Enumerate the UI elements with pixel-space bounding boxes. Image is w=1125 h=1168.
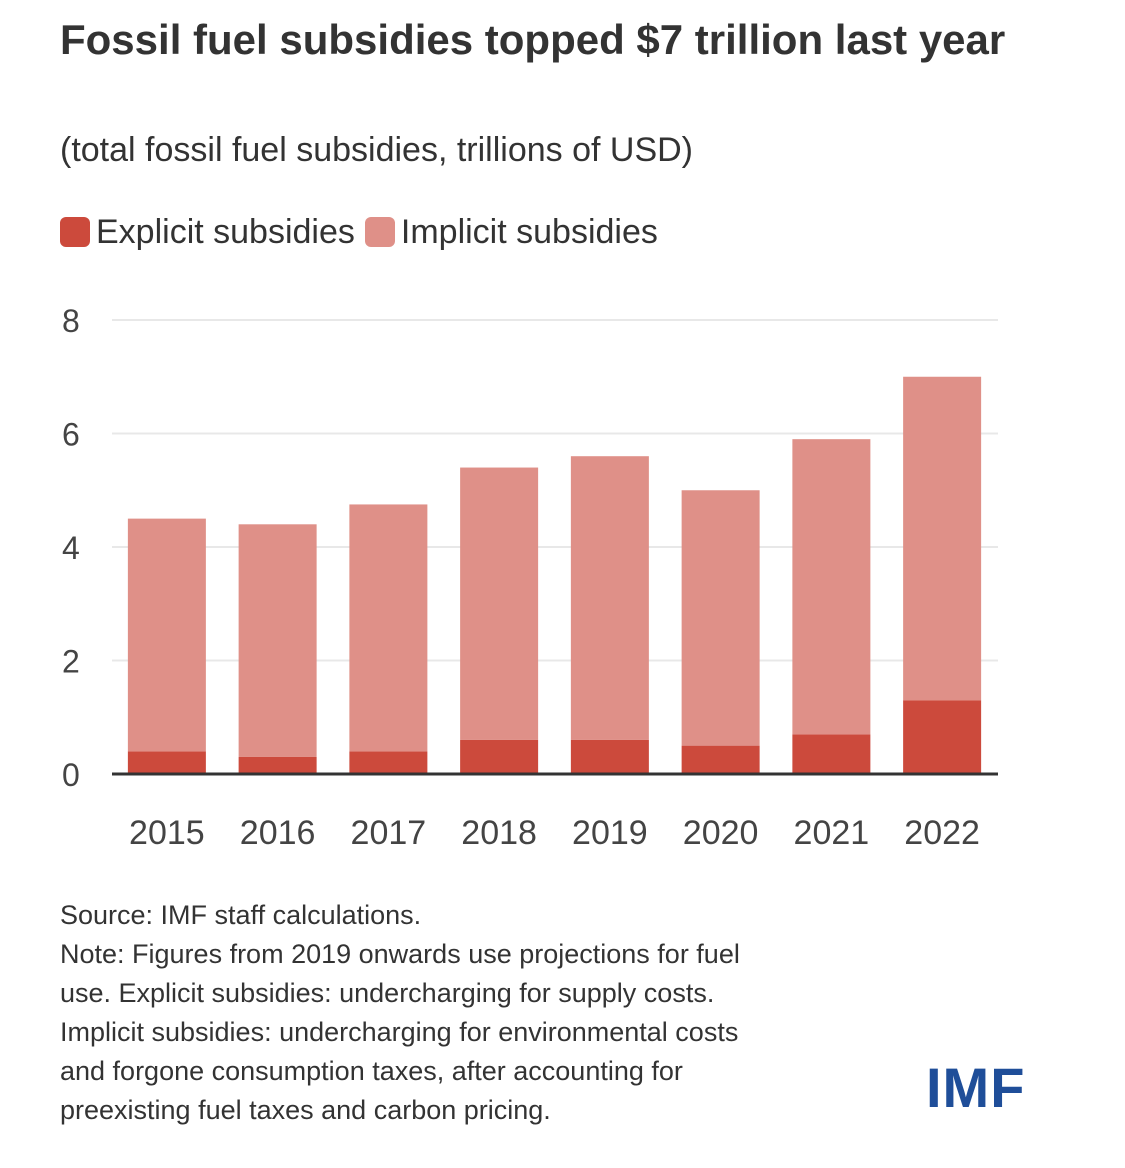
bar-explicit <box>127 751 206 774</box>
legend-label-implicit: Implicit subsidies <box>400 212 658 251</box>
x-tick-label: 2018 <box>461 814 537 852</box>
x-tick-label: 2016 <box>240 814 316 852</box>
x-tick-label: 2022 <box>904 814 980 852</box>
x-tick-label: 2019 <box>572 814 648 852</box>
bar-explicit <box>349 751 428 774</box>
bar-implicit <box>570 456 649 740</box>
legend-item-explicit: Explicit subsidies <box>60 213 355 252</box>
y-tick-label: 8 <box>62 303 80 339</box>
bar-implicit <box>238 524 317 757</box>
bar-explicit <box>681 745 760 774</box>
legend-swatch-implicit <box>364 217 395 247</box>
chart-title: Fossil fuel subsidies topped $7 trillion… <box>60 16 1006 63</box>
bar-implicit <box>127 518 206 752</box>
x-tick-label: 2015 <box>129 814 205 852</box>
legend: Explicit subsidies Implicit subsidies <box>60 210 668 254</box>
note-line: and forgone consumption taxes, after acc… <box>60 1056 683 1086</box>
note-line: Source: IMF staff calculations. <box>60 900 422 930</box>
bar-implicit <box>681 490 760 746</box>
bar-explicit <box>792 734 871 774</box>
chart-subtitle: (total fossil fuel subsidies, trillions … <box>60 131 694 169</box>
note-line: use. Explicit subsidies: undercharging f… <box>60 978 715 1008</box>
legend-swatch-explicit <box>60 217 90 247</box>
stacked-bar-chart: 0 2 4 6 8 2015 2016 2017 2018 2019 2020 2021 2022 <box>62 303 998 852</box>
bar-implicit <box>460 467 539 740</box>
note-line: preexisting fuel taxes and carbon pricin… <box>60 1095 551 1125</box>
bar-implicit <box>349 504 428 752</box>
x-tick-label: 2017 <box>351 814 427 852</box>
y-tick-label: 2 <box>62 644 80 680</box>
note-line: Implicit subsidies: undercharging for en… <box>60 1017 739 1047</box>
note-line: Note: Figures from 2019 onwards use proj… <box>60 939 740 969</box>
y-tick-label: 6 <box>62 417 80 453</box>
bar-implicit <box>792 439 871 735</box>
legend-item-implicit: Implicit subsidies <box>364 212 658 252</box>
y-tick-label: 4 <box>62 530 80 566</box>
bar-explicit <box>460 739 539 774</box>
y-tick-label: 0 <box>62 757 80 793</box>
x-tick-label: 2021 <box>794 814 870 852</box>
bar-explicit <box>238 756 317 774</box>
source-notes: Source: IMF staff calculations. Note: Fi… <box>60 896 880 1130</box>
legend-label-explicit: Explicit subsidies <box>96 212 355 251</box>
imf-logo: IMF <box>926 1056 1026 1119</box>
bar-explicit <box>570 739 649 774</box>
bar-explicit <box>903 700 982 774</box>
bar-implicit <box>903 376 982 701</box>
x-tick-label: 2020 <box>683 814 759 852</box>
